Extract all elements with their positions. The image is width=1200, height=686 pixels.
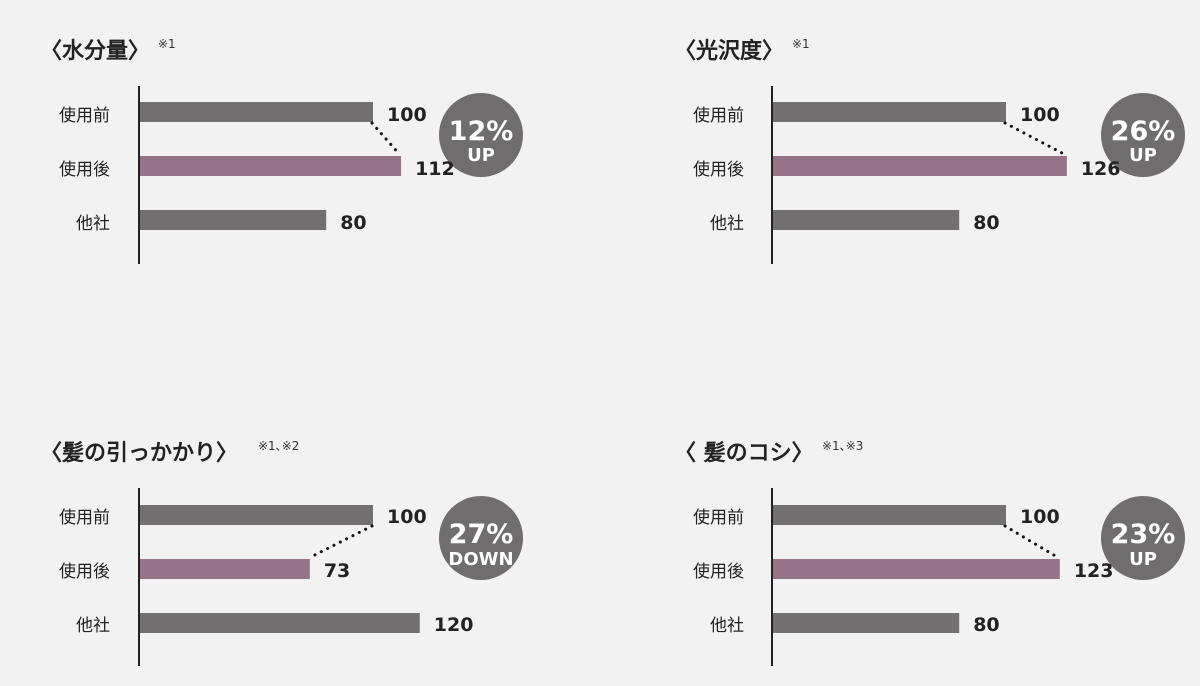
bar — [139, 505, 373, 525]
chart-title: 〈 髪のコシ〉 — [674, 441, 814, 466]
change-direction: UP — [467, 145, 495, 166]
change-percent: 12% — [449, 116, 514, 147]
category-label: 使用後 — [693, 561, 744, 582]
value-label: 80 — [973, 614, 999, 636]
change-connector — [1003, 121, 1068, 157]
change-connector — [370, 121, 402, 157]
value-label: 112 — [415, 158, 455, 180]
category-label: 使用後 — [693, 159, 744, 180]
chart-panel-snag: 〈髪の引っかかり〉 ※1､※2 使用前 使用後 他社 100 73 120 27… — [40, 439, 523, 666]
chart-panel-moisture: 〈水分量〉 ※1 使用前 使用後 他社 100 112 80 12% UP — [40, 37, 523, 264]
change-badge — [439, 93, 523, 177]
value-label: 120 — [434, 614, 474, 636]
category-label: 使用前 — [59, 105, 110, 126]
value-label: 100 — [387, 506, 427, 528]
bar — [772, 505, 1006, 525]
change-direction: UP — [1129, 549, 1157, 570]
bar — [139, 613, 420, 633]
category-label: 他社 — [710, 214, 744, 234]
change-percent: 23% — [1111, 519, 1176, 550]
category-label: 使用前 — [59, 507, 110, 528]
chart-title: 〈光沢度〉 — [674, 38, 784, 64]
change-connector — [307, 524, 374, 560]
category-label: 使用後 — [59, 159, 110, 180]
bar — [772, 102, 1006, 122]
chart-title: 〈水分量〉 — [40, 39, 150, 64]
change-badge — [439, 496, 523, 580]
value-label: 80 — [973, 212, 999, 234]
value-label: 126 — [1081, 158, 1121, 180]
chart-panel-gloss: 〈光沢度〉 ※1 使用前 使用後 他社 100 126 80 26% UP — [674, 37, 1185, 264]
category-label: 使用前 — [693, 507, 744, 528]
bar — [139, 210, 327, 230]
change-badge — [1101, 496, 1185, 580]
chart-footnote-ref: ※1､※2 — [258, 439, 299, 453]
bar — [139, 102, 373, 122]
chart-footnote-ref: ※1 — [792, 37, 810, 51]
bar — [772, 210, 960, 230]
value-label: 100 — [1020, 104, 1060, 126]
category-label: 使用前 — [693, 105, 744, 126]
value-label: 100 — [387, 104, 427, 126]
bar — [772, 156, 1067, 176]
change-badge — [1101, 93, 1185, 177]
bar — [139, 559, 310, 579]
change-percent: 27% — [449, 519, 514, 550]
chart-title: 〈髪の引っかかり〉 — [40, 441, 238, 466]
chart-footnote-ref: ※1 — [158, 37, 176, 51]
change-connector — [1003, 524, 1061, 560]
change-direction: UP — [1129, 145, 1157, 166]
category-label: 他社 — [710, 616, 744, 636]
bar — [772, 559, 1060, 579]
value-label: 123 — [1074, 560, 1114, 582]
category-label: 使用後 — [59, 561, 110, 582]
change-direction: DOWN — [448, 549, 513, 570]
change-percent: 26% — [1111, 116, 1176, 147]
category-label: 他社 — [76, 214, 110, 234]
value-label: 73 — [324, 560, 350, 582]
bar — [772, 613, 960, 633]
category-label: 他社 — [76, 616, 110, 636]
value-label: 80 — [340, 212, 366, 234]
bar — [139, 156, 402, 176]
chart-footnote-ref: ※1､※3 — [822, 439, 863, 453]
chart-panel-stiffness: 〈 髪のコシ〉 ※1､※3 使用前 使用後 他社 100 123 80 23% … — [674, 439, 1185, 666]
value-label: 100 — [1020, 506, 1060, 528]
